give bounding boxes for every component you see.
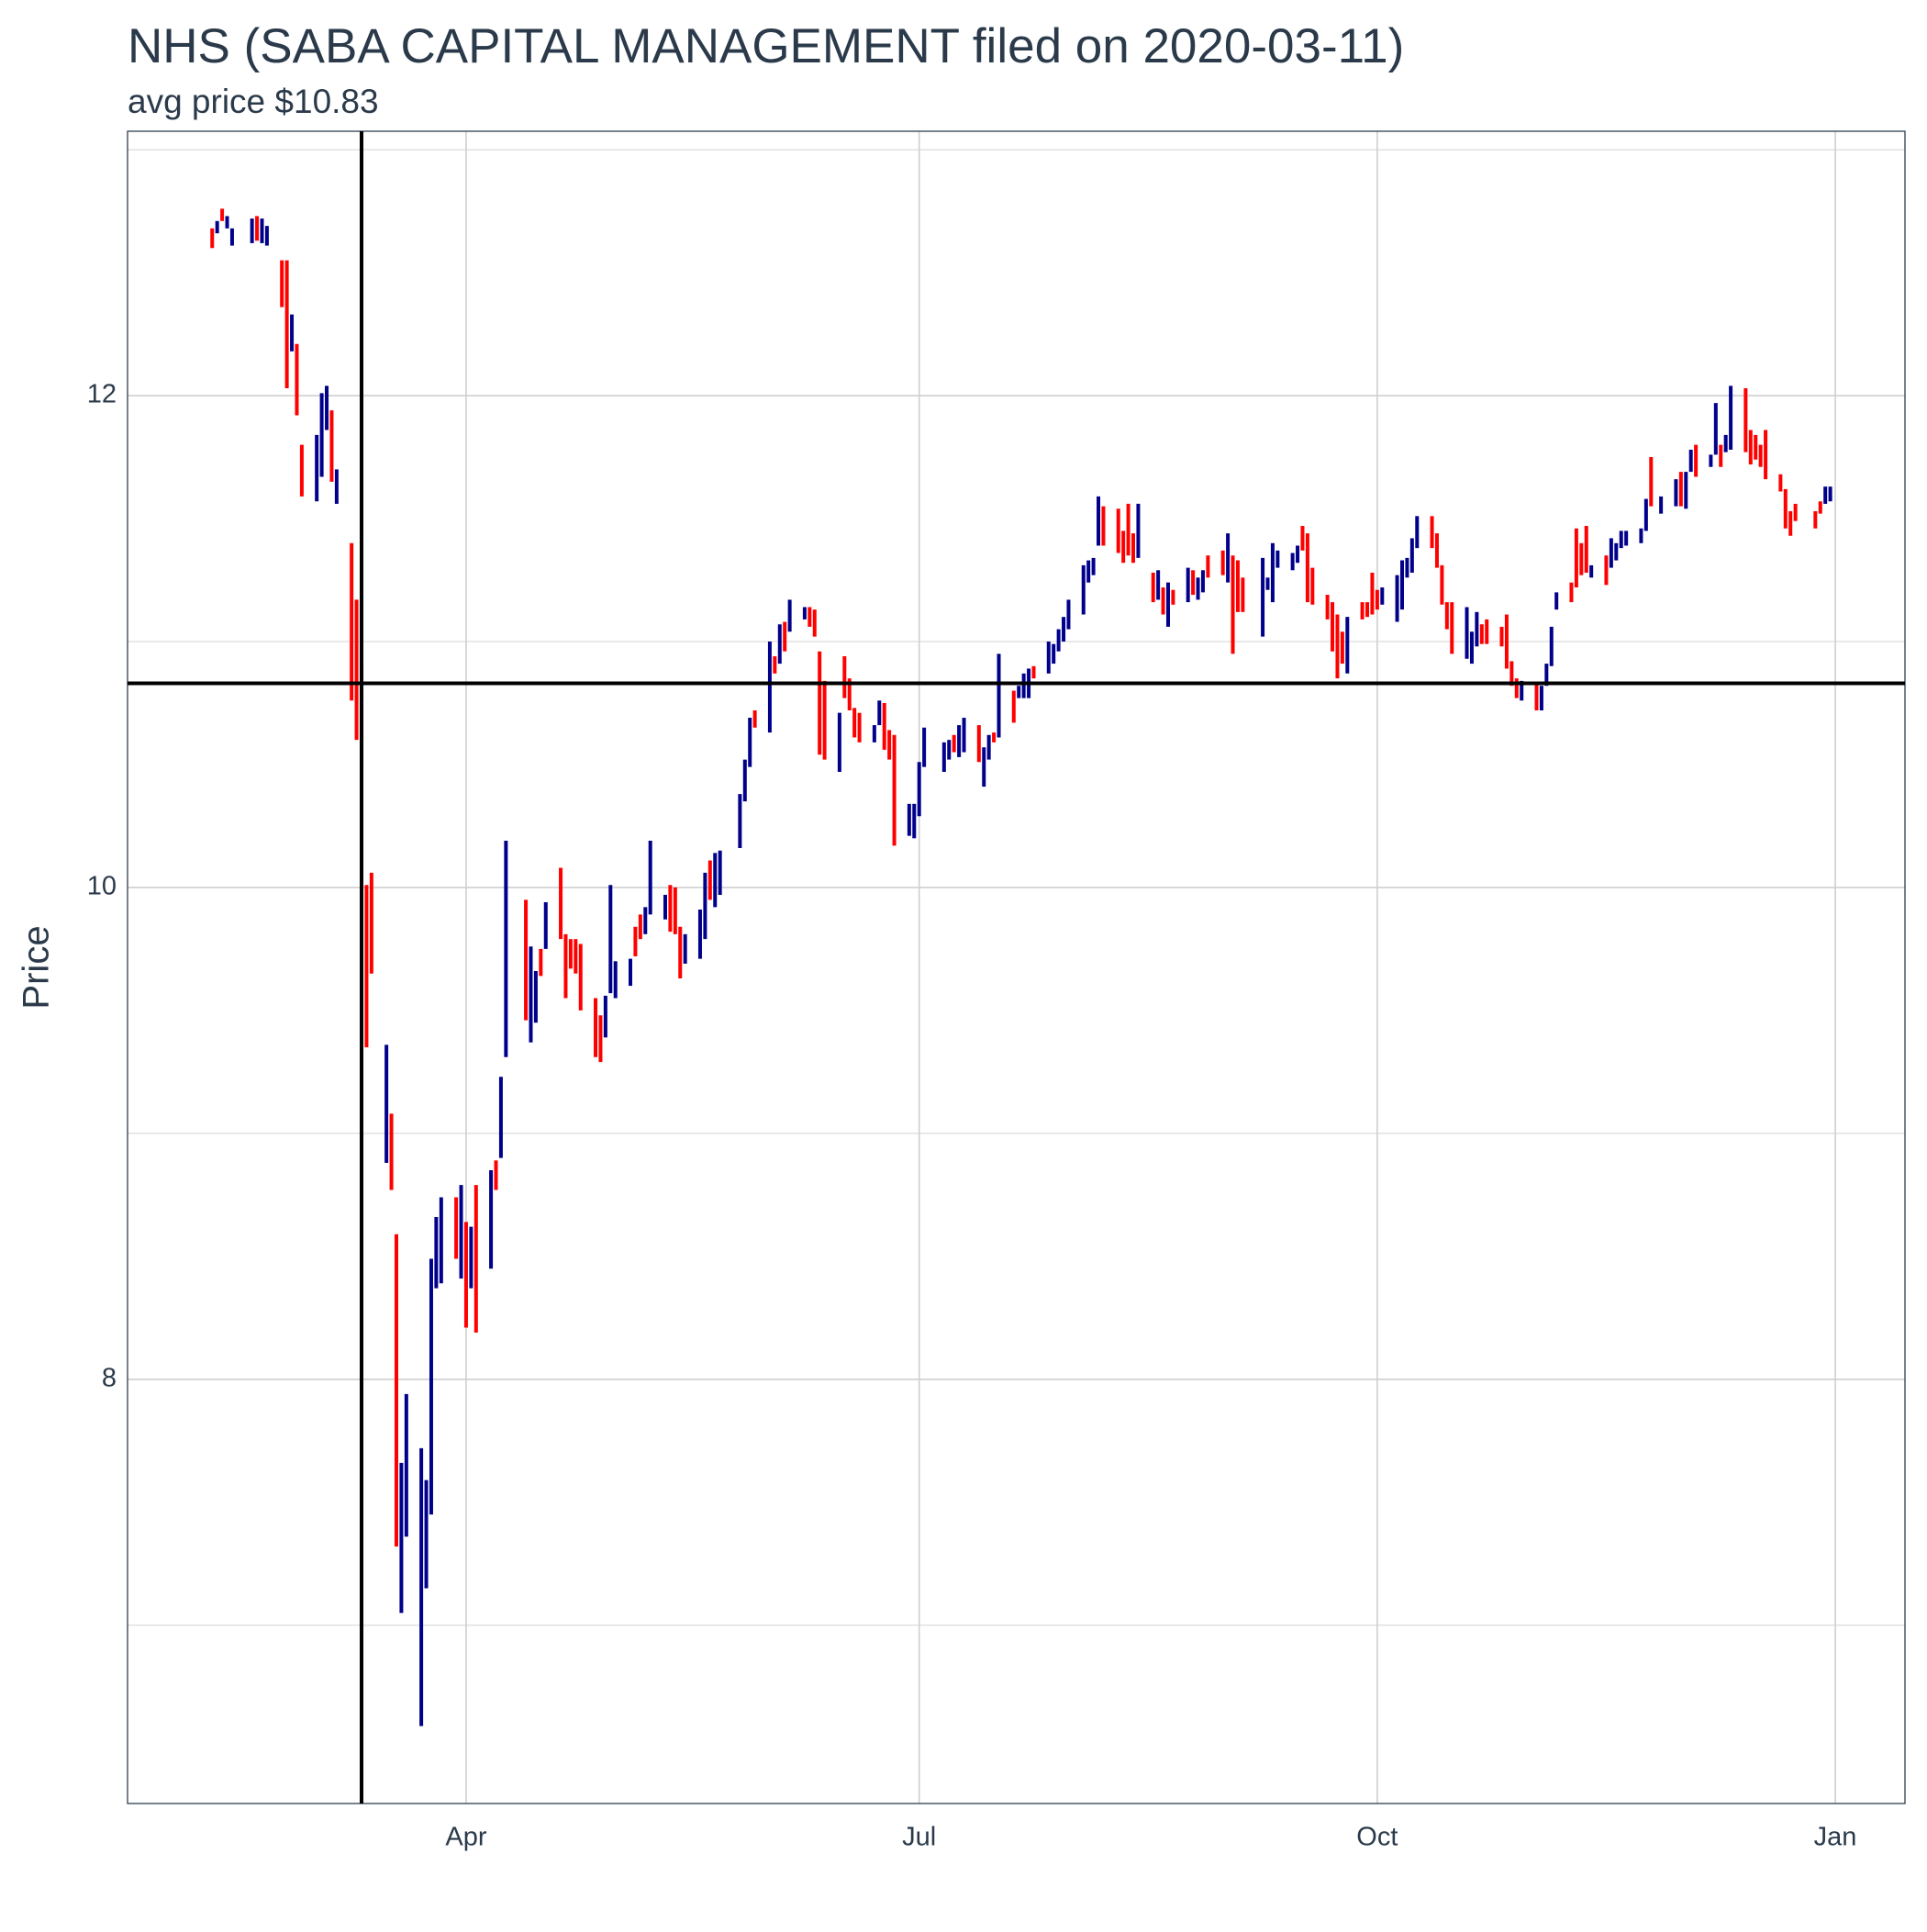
y-axis-label: Price (17, 925, 57, 1009)
chart-subtitle: avg price $10.83 (128, 83, 379, 120)
x-tick-label: Jan (1814, 1823, 1857, 1852)
x-tick-label: Oct (1356, 1823, 1398, 1852)
y-tick-label: 8 (102, 1363, 117, 1392)
x-tick-label: Apr (445, 1823, 486, 1852)
chart-title: NHS (SABA CAPITAL MANAGEMENT filed on 20… (128, 19, 1404, 73)
x-tick-label: Jul (902, 1823, 936, 1852)
y-tick-label: 10 (87, 872, 117, 901)
y-tick-label: 12 (87, 380, 117, 409)
plot-border (127, 130, 1906, 1804)
